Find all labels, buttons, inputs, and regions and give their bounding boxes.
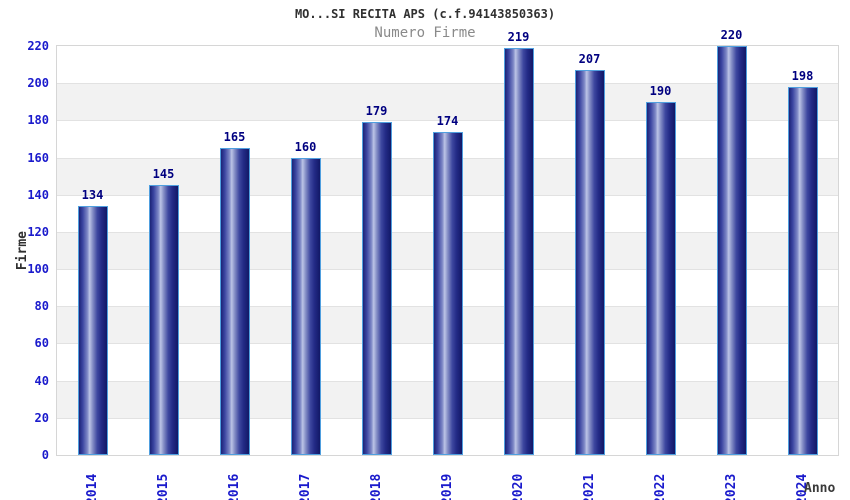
x-tick-label: 2015: [155, 473, 171, 500]
bar: [361, 122, 392, 455]
y-tick-label: 200: [27, 76, 49, 91]
bar: [77, 205, 108, 455]
chart-subtitle: Numero Firme: [374, 25, 476, 41]
x-tick-label: 2023: [723, 473, 739, 500]
x-axis-title: Anno: [804, 481, 836, 496]
bar: [290, 157, 321, 455]
y-tick-label: 0: [41, 448, 49, 462]
plot-band: [57, 83, 838, 121]
bar-value-label: 219: [507, 29, 530, 44]
y-tick-label: 180: [27, 113, 49, 128]
bar: [645, 101, 676, 455]
x-tick-label: 2016: [226, 473, 242, 500]
bar: [574, 70, 605, 455]
x-tick-label: 2017: [297, 473, 313, 500]
y-tick-label: 160: [27, 150, 49, 165]
x-tick-label: 2018: [368, 473, 384, 500]
plot-area: 134 145 165 160 179 174 219 207 190 220 198: [56, 28, 839, 456]
grid-line: [57, 120, 838, 122]
bar-value-label: 207: [578, 52, 601, 67]
y-tick-label: 220: [27, 39, 49, 53]
bar-value-label: 160: [294, 139, 317, 154]
bar: [148, 185, 179, 455]
bar-value-label: 145: [152, 167, 175, 182]
bar-value-label: 134: [81, 187, 104, 202]
x-tick-label: 2020: [510, 473, 526, 500]
y-tick-label: 100: [27, 262, 49, 277]
x-tick-label: 2022: [652, 473, 668, 500]
chart-title: MO...SI RECITA APS (c.f.94143850363): [294, 7, 556, 21]
y-tick-label: 40: [34, 373, 49, 388]
y-tick-label: 20: [34, 410, 49, 425]
bar: [503, 47, 534, 455]
bar: [432, 131, 463, 455]
bar: [787, 86, 818, 455]
y-tick-label: 120: [27, 224, 49, 239]
y-tick-label: 140: [27, 187, 49, 202]
grid-line: [57, 83, 838, 85]
bar-value-label: 198: [791, 68, 814, 83]
bar-value-label: 174: [436, 113, 459, 128]
y-tick-label: 60: [34, 336, 49, 351]
bar: [219, 148, 250, 455]
bar-value-label: 220: [720, 28, 743, 42]
y-axis-title-wrap: Firme: [14, 46, 30, 455]
x-tick-label: 2019: [439, 473, 455, 500]
y-tick-label: 80: [34, 299, 49, 314]
bar-value-label: 190: [649, 83, 672, 98]
bar-value-label: 165: [223, 130, 246, 145]
x-tick-label: 2014: [84, 473, 100, 500]
bar-value-label: 179: [365, 104, 388, 119]
x-tick-label: 2021: [581, 473, 597, 500]
bar: [716, 46, 747, 455]
plot-band: [57, 46, 838, 84]
